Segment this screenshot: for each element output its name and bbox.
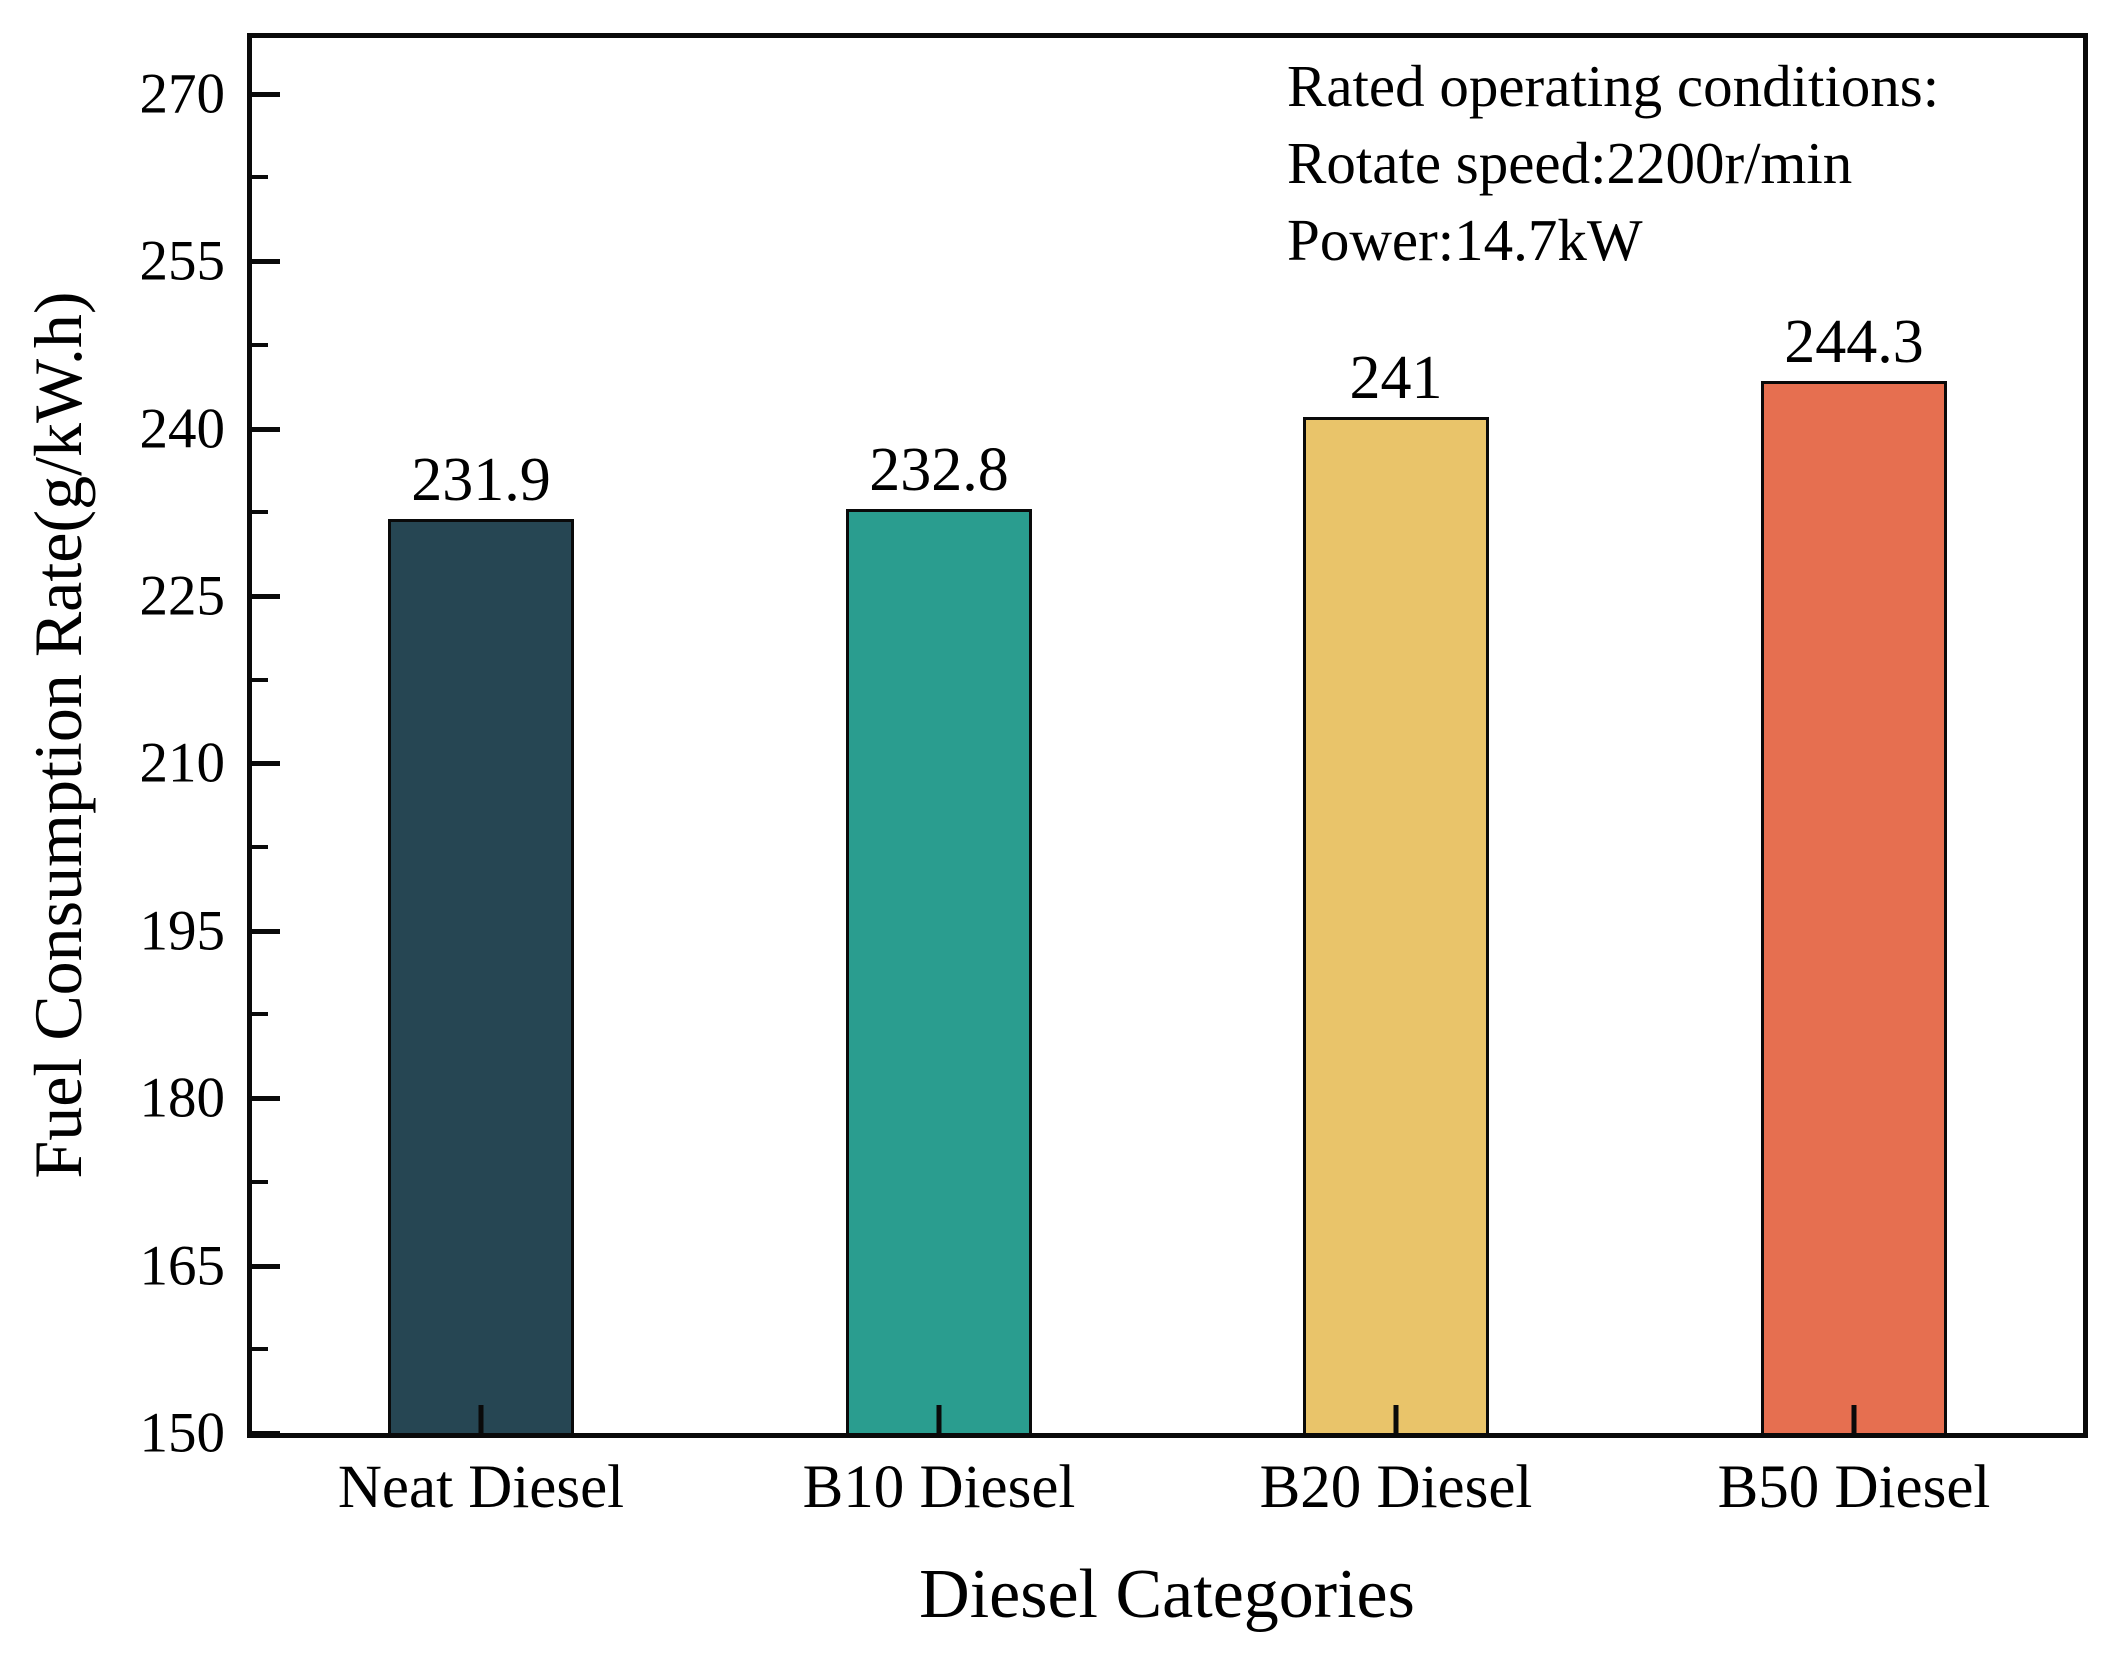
y-tick-label: 180 (139, 1066, 226, 1130)
rated-conditions-annotation: Rated operating conditions: Rotate speed… (1287, 48, 1939, 279)
y-axis-minor-tick (252, 510, 268, 514)
bar-value-label: 231.9 (411, 446, 551, 514)
y-axis-major-tick (252, 1264, 280, 1269)
y-axis-minor-tick (252, 1347, 268, 1351)
y-axis-major-tick (252, 92, 280, 97)
y-axis-minor-tick (252, 1180, 268, 1184)
annotation-line-2: Rotate speed:2200r/min (1287, 130, 1853, 196)
bar-value-label: 244.3 (1784, 308, 1924, 376)
y-axis-major-tick (252, 427, 280, 432)
y-tick-label: 270 (139, 62, 226, 126)
y-tick-label: 150 (139, 1401, 226, 1465)
y-axis-major-tick (252, 594, 280, 599)
plot-region: 231.9 232.8 241 244.3 (252, 38, 2083, 1436)
bar-b10-diesel (846, 509, 1032, 1433)
y-axis-major-tick (252, 1431, 280, 1436)
y-tick-label: 165 (139, 1234, 226, 1298)
y-axis-major-tick (252, 1096, 280, 1101)
x-axis-tick (1851, 1405, 1857, 1433)
y-tick-label: 225 (139, 564, 226, 628)
y-axis-major-tick (252, 929, 280, 934)
y-axis-minor-tick (252, 1012, 268, 1016)
y-axis-major-tick (252, 761, 280, 766)
y-tick-label: 210 (139, 731, 226, 795)
annotation-line-1: Rated operating conditions: (1287, 53, 1940, 119)
x-tick-label-b20-diesel: B20 Diesel (1259, 1454, 1533, 1521)
bar-b20-diesel (1303, 417, 1489, 1433)
y-tick-label: 255 (139, 229, 226, 293)
y-axis-major-tick (252, 259, 280, 264)
x-axis-tick (936, 1405, 942, 1433)
x-tick-label-neat-diesel: Neat Diesel (337, 1454, 625, 1521)
x-tick-label-b10-diesel: B10 Diesel (802, 1454, 1076, 1521)
y-axis-minor-tick (252, 845, 268, 849)
bar-b50-diesel (1761, 381, 1947, 1433)
plot-frame (247, 33, 2088, 1438)
x-axis-title: Diesel Categories (919, 1556, 1415, 1633)
x-axis-tick (478, 1405, 484, 1433)
x-axis-tick (1393, 1405, 1399, 1433)
y-tick-label: 195 (139, 899, 226, 963)
bar-value-label: 241 (1349, 344, 1443, 412)
x-tick-label-b50-diesel: B50 Diesel (1717, 1454, 1991, 1521)
bar-neat-diesel (388, 519, 574, 1433)
y-axis-minor-tick (252, 678, 268, 682)
y-axis-minor-tick (252, 343, 268, 347)
y-tick-label: 240 (139, 397, 226, 461)
y-axis-minor-tick (252, 175, 268, 179)
bar-value-label: 232.8 (869, 436, 1009, 504)
annotation-line-3: Power:14.7kW (1287, 207, 1643, 273)
